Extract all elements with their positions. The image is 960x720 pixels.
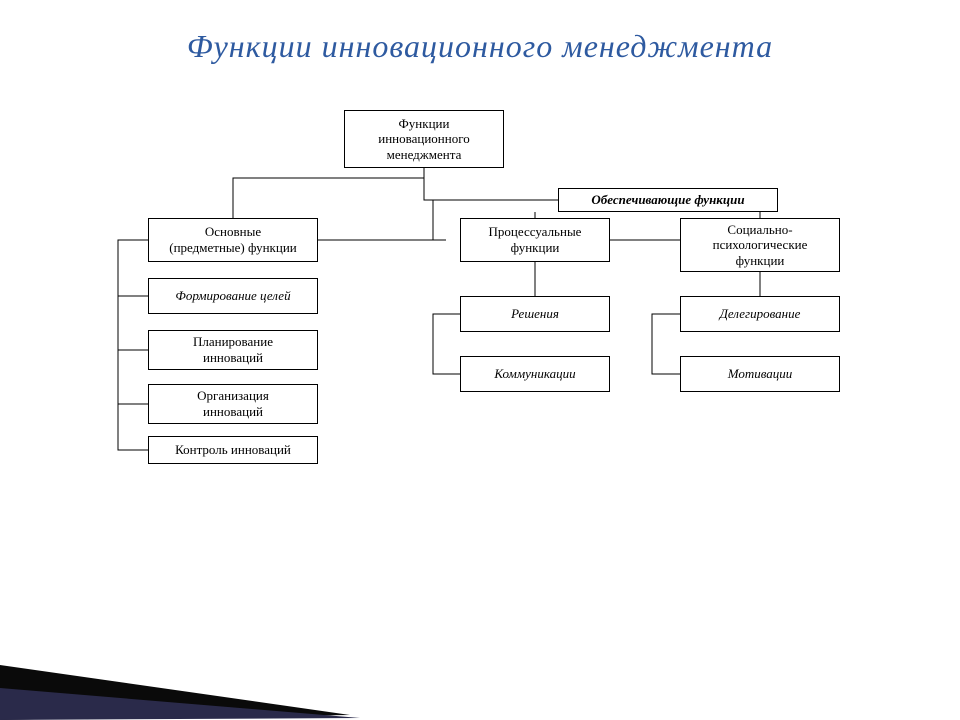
- edge-3: [433, 200, 446, 240]
- edge-9: [118, 296, 148, 350]
- node-label: Формирование целей: [175, 288, 290, 304]
- node-label: Обеспечивающие функции: [591, 192, 744, 208]
- node-motiv: Мотивации: [680, 356, 840, 392]
- edge-11: [118, 404, 148, 450]
- edge-10: [118, 350, 148, 404]
- node-label: Социально-психологическиефункции: [713, 222, 808, 269]
- node-label: Функцииинновационногоменеджмента: [378, 116, 469, 163]
- node-ctrl: Контроль инноваций: [148, 436, 318, 464]
- node-label: Решения: [511, 306, 559, 322]
- node-org: Организацияинноваций: [148, 384, 318, 424]
- node-label: Планированиеинноваций: [193, 334, 273, 365]
- node-goals: Формирование целей: [148, 278, 318, 314]
- node-label: Коммуникации: [494, 366, 575, 382]
- node-osn: Основные(предметные) функции: [148, 218, 318, 262]
- node-proc: Процессуальныефункции: [460, 218, 610, 262]
- node-plan: Планированиеинноваций: [148, 330, 318, 370]
- slide-corner-decoration: [0, 610, 400, 720]
- node-decisions: Решения: [460, 296, 610, 332]
- edge-15: [652, 314, 680, 374]
- edge-13: [433, 314, 460, 374]
- node-soc: Социально-психологическиефункции: [680, 218, 840, 272]
- node-comm: Коммуникации: [460, 356, 610, 392]
- node-label: Делегирование: [720, 306, 801, 322]
- node-label: Основные(предметные) функции: [169, 224, 296, 255]
- node-deleg: Делегирование: [680, 296, 840, 332]
- node-label: Процессуальныефункции: [489, 224, 582, 255]
- deco-triangle-1: [0, 688, 360, 720]
- edge-2: [233, 168, 424, 218]
- node-label: Мотивации: [728, 366, 793, 382]
- node-label: Организацияинноваций: [197, 388, 269, 419]
- edge-8: [118, 240, 148, 296]
- node-label: Контроль инноваций: [175, 442, 291, 458]
- node-root: Функцииинновационногоменеджмента: [344, 110, 504, 168]
- page-title: Функции инновационного менеджмента: [0, 28, 960, 65]
- node-supporting: Обеспечивающие функции: [558, 188, 778, 212]
- deco-triangle-0: [0, 665, 350, 720]
